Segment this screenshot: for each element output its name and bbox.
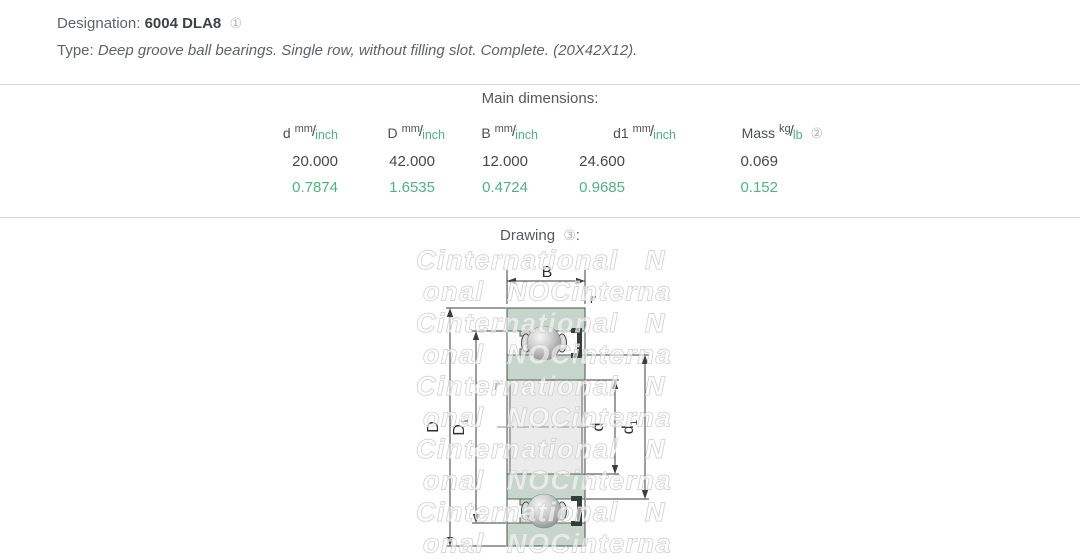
dim-symbol: B bbox=[481, 125, 491, 141]
type-line: Type: Deep groove ball bearings. Single … bbox=[57, 37, 637, 64]
label-r-top: r bbox=[590, 291, 596, 307]
unit-inch: inch bbox=[422, 128, 445, 142]
ball-bottom bbox=[526, 493, 562, 529]
dimension-B: B bbox=[506, 264, 586, 304]
value-B-mm: 12.000 bbox=[482, 153, 528, 170]
ball-assembly-bottom bbox=[521, 493, 582, 529]
type-label: Type: bbox=[57, 42, 94, 59]
drawing-title-word: Drawing bbox=[500, 227, 556, 244]
column-mass: Mass kg/lb ② 0.069 0.152 bbox=[625, 114, 823, 201]
unit-slash: / bbox=[418, 123, 424, 140]
label-D1: D1 bbox=[451, 418, 471, 436]
value-d-mm: 20.000 bbox=[292, 153, 338, 170]
dim-symbol: d1 bbox=[613, 125, 629, 141]
dimensions-table: d mm/inch 20.000 0.7874 D mm/inch 42.000… bbox=[250, 114, 823, 201]
column-header-d1: d1 mm/inch bbox=[528, 114, 676, 148]
dimension-d: d bbox=[586, 379, 619, 475]
footnote-1-icon[interactable]: ① bbox=[229, 15, 243, 31]
value-D-inch: 1.6535 bbox=[389, 179, 435, 196]
column-header-d: d mm/inch bbox=[250, 114, 338, 148]
unit-inch: inch bbox=[315, 128, 338, 142]
ball-assembly-top bbox=[521, 325, 582, 361]
column-D: D mm/inch 42.000 1.6535 bbox=[338, 114, 445, 201]
unit-mm: mm bbox=[401, 123, 420, 135]
column-B: B mm/inch 12.000 0.4724 bbox=[435, 114, 538, 201]
column-header-D: D mm/inch bbox=[338, 114, 445, 148]
unit-slash: / bbox=[511, 123, 517, 140]
value-d1-inch: 0.9685 bbox=[579, 179, 625, 196]
footnote-2-icon[interactable]: ② bbox=[810, 125, 823, 141]
label-d: d bbox=[590, 423, 607, 432]
unit-slash: / bbox=[789, 123, 794, 140]
dimension-D: D bbox=[425, 307, 506, 547]
footnote-3-icon[interactable]: ③ bbox=[563, 227, 576, 243]
drawing-title-colon: : bbox=[575, 227, 580, 244]
designation-value: 6004 DLA8 bbox=[144, 15, 222, 32]
value-B-inch: 0.4724 bbox=[482, 179, 528, 196]
label-d1: d1 bbox=[620, 419, 640, 434]
divider-middle bbox=[0, 217, 1080, 218]
dim-symbol: Mass bbox=[741, 125, 776, 141]
column-header-mass: Mass kg/lb ② bbox=[625, 114, 823, 148]
main-dimensions-title: Main dimensions: bbox=[481, 90, 599, 107]
column-d: d mm/inch 20.000 0.7874 bbox=[250, 114, 338, 201]
ball-top bbox=[526, 325, 562, 361]
column-header-B: B mm/inch bbox=[435, 114, 538, 148]
bearing-drawing: B D D1 d d1 r r Cinter bbox=[416, 245, 672, 560]
header-block: Designation: 6004 DLA8 ① Type: Deep groo… bbox=[57, 10, 637, 64]
seal-top bbox=[571, 328, 582, 358]
drawing-title: Drawing ③: bbox=[0, 227, 1080, 244]
unit-inch: inch bbox=[653, 128, 676, 142]
value-mass-lb: 0.152 bbox=[740, 179, 778, 196]
label-r-middle: r bbox=[494, 378, 500, 394]
designation-label: Designation: bbox=[57, 15, 141, 32]
column-d1: d1 mm/inch 24.600 0.9685 bbox=[528, 114, 676, 201]
unit-slash: / bbox=[311, 123, 317, 140]
value-d-inch: 0.7874 bbox=[292, 179, 338, 196]
unit-slash: / bbox=[649, 123, 655, 140]
dim-symbol: D bbox=[387, 125, 398, 141]
unit-lb: lb bbox=[792, 128, 803, 142]
dim-symbol: d bbox=[282, 125, 291, 141]
type-value: Deep groove ball bearings. Single row, w… bbox=[97, 42, 638, 59]
seal-bottom bbox=[571, 496, 582, 526]
unit-mm: mm bbox=[632, 123, 651, 135]
label-D: D bbox=[425, 421, 442, 433]
label-B: B bbox=[542, 264, 553, 281]
dimension-D1: D1 bbox=[451, 330, 506, 524]
unit-inch: inch bbox=[515, 128, 538, 142]
unit-kg: kg bbox=[779, 123, 791, 135]
unit-mm: mm bbox=[294, 123, 313, 135]
value-mass-kg: 0.069 bbox=[740, 153, 778, 170]
unit-mm: mm bbox=[494, 123, 513, 135]
watermark: Cinternational N onal NOCinterna Cinternat… bbox=[416, 245, 672, 560]
designation-line: Designation: 6004 DLA8 ① bbox=[57, 10, 637, 37]
value-d1-mm: 24.600 bbox=[579, 153, 625, 170]
divider-top bbox=[0, 84, 1080, 85]
dimension-d1: d1 bbox=[586, 354, 649, 500]
value-D-mm: 42.000 bbox=[389, 153, 435, 170]
